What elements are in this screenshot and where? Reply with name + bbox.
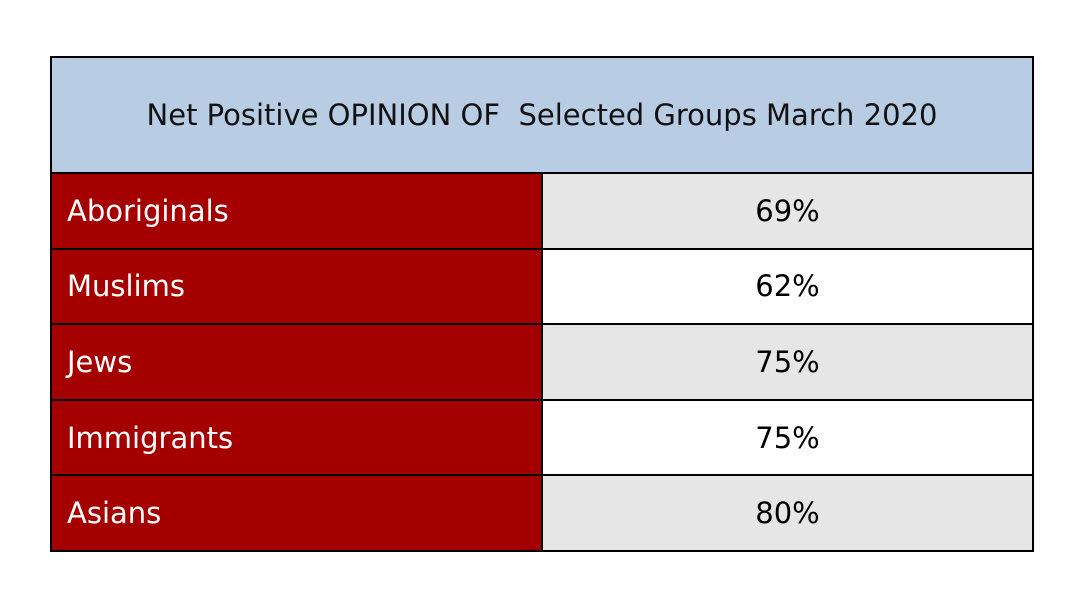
group-name: Asians	[50, 474, 543, 552]
group-value: 80%	[541, 474, 1034, 552]
table-row: Aboriginals 69%	[50, 172, 1034, 250]
group-name: Immigrants	[50, 398, 543, 477]
table-row: Immigrants 75%	[50, 398, 1034, 477]
group-value: 69%	[541, 172, 1034, 250]
group-value: 62%	[541, 247, 1034, 326]
table-row: Muslims 62%	[50, 247, 1034, 326]
table-row: Asians 80%	[50, 474, 1034, 552]
group-name: Muslims	[50, 247, 543, 326]
group-name: Aboriginals	[50, 172, 543, 250]
group-value: 75%	[541, 398, 1034, 477]
group-value: 75%	[541, 323, 1034, 401]
header-row: Net Positive OPINION OF Selected Groups …	[50, 56, 1034, 174]
table: Net Positive OPINION OF Selected Groups …	[50, 56, 1034, 552]
table-title: Net Positive OPINION OF Selected Groups …	[50, 56, 1034, 174]
table-body: Aboriginals 69% Muslims 62% Jews 75% Immigrant…	[50, 172, 1034, 552]
table-row: Jews 75%	[50, 323, 1034, 401]
group-name: Jews	[50, 323, 543, 401]
